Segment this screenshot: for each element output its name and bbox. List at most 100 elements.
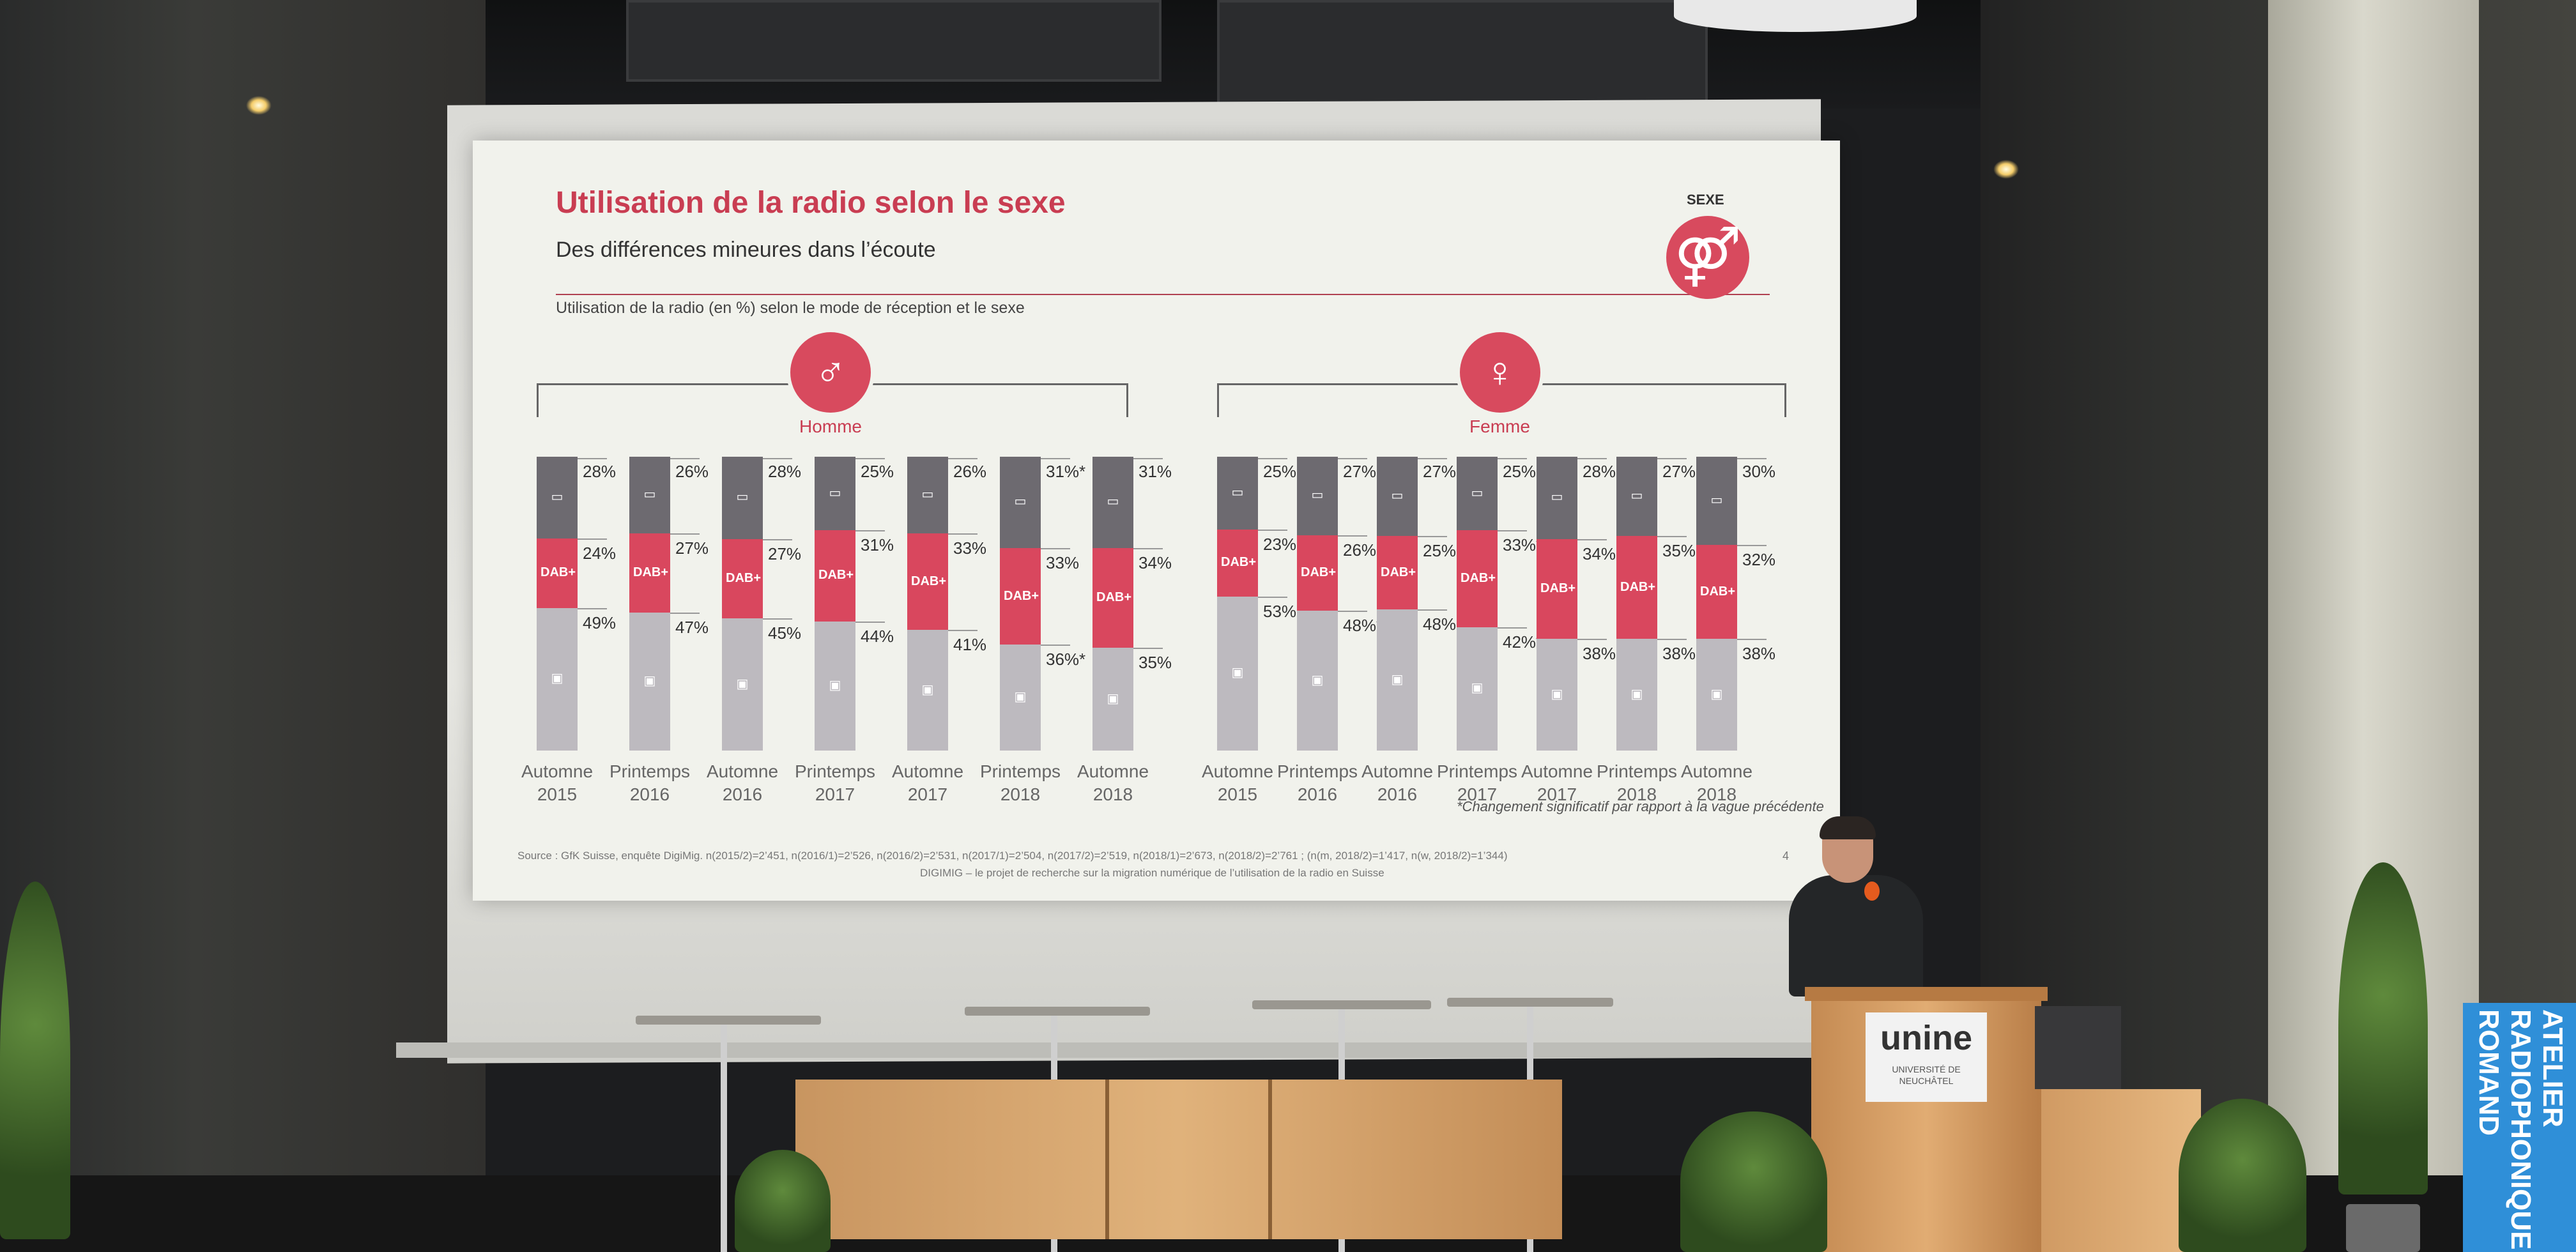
label-leader	[1041, 547, 1070, 549]
plant	[0, 882, 70, 1239]
podium-sign: unine UNIVERSITÉ DE NEUCHÂTEL	[1866, 1012, 1987, 1102]
bar-segment-internet	[1537, 457, 1577, 539]
radio-icon: ▣	[921, 682, 934, 697]
radio-icon: ▣	[829, 678, 841, 692]
plant	[2338, 862, 2428, 1195]
value-label-internet: 31%	[1138, 462, 1172, 481]
category-label: Printemps 2018	[966, 760, 1075, 806]
category-label-season: Printemps	[1276, 761, 1358, 781]
computer-icon: ▭	[1231, 485, 1244, 500]
university-name: UNIVERSITÉ DE NEUCHÂTEL	[1892, 1064, 1961, 1086]
category-label-season: Automne	[1201, 761, 1274, 781]
event-banner	[2463, 1003, 2576, 1252]
left-wall	[0, 0, 486, 1252]
category-label: Printemps 2017	[781, 760, 889, 806]
category-label-year: 2015	[537, 784, 578, 804]
label-leader	[1418, 609, 1447, 611]
label-leader	[1258, 596, 1287, 598]
bar-segment-dab	[1537, 538, 1577, 639]
plant-pot	[2346, 1204, 2420, 1252]
value-label-dab: 23%	[1263, 534, 1297, 554]
banner-text: ATELIER RADIOPHONIQUE ROMAND	[2473, 1009, 2568, 1250]
value-label-analog: 38%	[1662, 644, 1696, 664]
value-label-internet: 26%	[953, 462, 987, 481]
value-label-dab: 34%	[1138, 553, 1172, 572]
projected-slide: Utilisation de la radio selon le sexe De…	[473, 141, 1840, 901]
source-note: Source : GfK Suisse, enquête DigiMig. n(…	[518, 850, 1508, 862]
dab-logo-icon: DAB+	[1381, 565, 1416, 579]
significance-footnote: *Changement significatif par rapport à l…	[1457, 798, 1824, 814]
bar-segment-analog	[1092, 648, 1133, 751]
category-label-year: 2016	[1377, 784, 1418, 804]
label-leader	[1737, 458, 1767, 459]
category-label: Automne 2015	[503, 760, 611, 806]
ceiling-panel	[626, 0, 1162, 82]
computer-icon: ▭	[1630, 489, 1643, 503]
category-label-year: 2017	[1537, 784, 1577, 804]
label-leader	[948, 458, 977, 459]
woman-icon: ♀	[1459, 332, 1540, 413]
value-label-internet: 28%	[583, 462, 617, 481]
computer-icon: ▭	[829, 485, 841, 500]
speaker-hair	[1820, 816, 1876, 839]
value-label-dab: 33%	[953, 538, 987, 558]
category-label-year: 2017	[815, 784, 855, 804]
label-leader	[763, 458, 792, 459]
bar-segment-internet	[1000, 457, 1041, 548]
value-label-analog: 53%	[1263, 601, 1297, 621]
project-note: DIGIMIG – le projet de recherche sur la …	[920, 867, 1384, 879]
category-label: Automne 2016	[1343, 760, 1452, 806]
bar-segment-dab	[815, 530, 855, 622]
value-label-internet: 27%	[1662, 462, 1696, 481]
slide-subtitle: Des différences mineures dans l’écoute	[556, 238, 936, 262]
bar-table	[1447, 998, 1613, 1007]
label-leader	[1657, 458, 1687, 459]
bar-segment-dab	[722, 538, 763, 618]
bar-segment-internet	[1616, 457, 1657, 537]
value-label-internet: 25%	[1503, 462, 1537, 481]
dab-logo-icon: DAB+	[1221, 555, 1257, 570]
label-leader	[670, 612, 700, 614]
category-label-season: Automne	[1361, 761, 1434, 781]
ceiling-lamp	[1674, 0, 1917, 32]
value-label-analog: 41%	[953, 635, 987, 655]
category-label-year: 2016	[1297, 784, 1338, 804]
value-label-dab: 33%*	[1503, 535, 1543, 554]
bar-segment-internet	[907, 457, 948, 533]
computer-icon: ▭	[921, 487, 934, 501]
microphone	[1864, 882, 1880, 901]
category-label: Printemps 2016	[1263, 760, 1372, 806]
dab-logo-icon: DAB+	[1540, 581, 1576, 595]
label-leader	[1133, 458, 1163, 459]
gender-symbol-icon: ⚤	[1666, 216, 1749, 299]
value-label-internet: 28%	[768, 462, 802, 481]
label-leader	[1657, 536, 1687, 538]
dab-logo-icon: DAB+	[818, 568, 854, 583]
bar-segment-dab	[1377, 536, 1418, 610]
label-leader	[1258, 529, 1287, 531]
category-label: Printemps 2016	[595, 760, 704, 806]
value-label-dab: 31%	[861, 535, 894, 554]
plant	[735, 1150, 831, 1252]
label-leader	[1498, 627, 1527, 629]
value-label-dab: 27%	[768, 544, 802, 563]
bar-segment-analog	[1616, 639, 1657, 751]
screen-bottom-bar	[396, 1042, 1853, 1058]
computer-icon: ▭	[1551, 490, 1563, 505]
value-label-internet: 30%	[1742, 462, 1776, 481]
bar-table	[965, 1007, 1150, 1016]
label-leader	[1041, 458, 1070, 459]
computer-icon: ▭	[1311, 488, 1324, 503]
computer-icon: ▭	[1014, 494, 1027, 509]
dab-logo-icon: DAB+	[1004, 588, 1039, 603]
label-leader	[1498, 530, 1527, 531]
value-label-dab: 35%	[1662, 541, 1696, 561]
radio-icon: ▣	[1107, 691, 1119, 706]
computer-icon: ▭	[1710, 493, 1723, 507]
label-leader	[855, 621, 885, 623]
group-label: Homme	[799, 416, 862, 436]
category-label-season: Printemps	[794, 761, 876, 781]
value-label-internet: 27%	[1423, 462, 1457, 481]
radio-icon: ▣	[736, 676, 749, 691]
category-label-year: 2015	[1217, 784, 1258, 804]
